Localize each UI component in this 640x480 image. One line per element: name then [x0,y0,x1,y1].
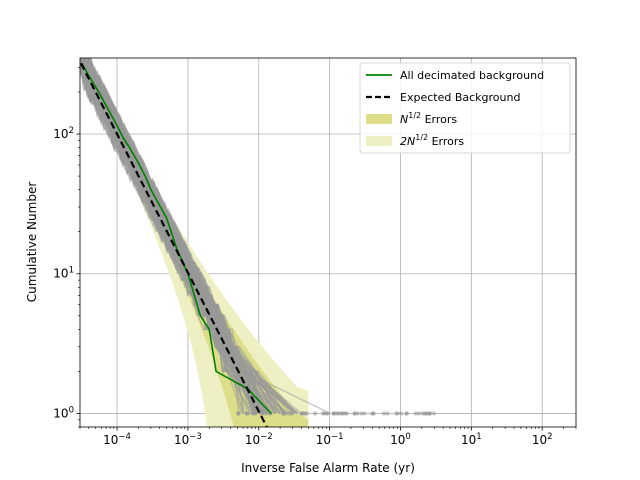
x-tick-label: 10−3 [174,432,202,447]
legend-label: All decimated background [400,69,544,82]
x-tick-label: 102 [532,432,553,447]
trial-endpoint [304,411,309,416]
trial-endpoint [325,411,330,416]
trial-endpoint [371,411,376,416]
trial-endpoint [416,411,421,416]
decimated-background-line [81,63,272,415]
legend-label: 2N1/2 Errors [400,133,464,148]
y-tick-label: 101 [53,266,74,281]
expected-background-line [80,62,268,427]
y-axis-label: Cumulative Number [25,182,39,303]
trial-endpoint [394,411,399,416]
trial-endpoint [385,411,390,416]
trial-line [83,58,259,414]
x-tick-label: 100 [390,432,411,447]
trial-endpoint [341,411,346,416]
legend-swatch-patch [366,136,392,146]
legend-label: N1/2 Errors [400,111,457,126]
plot-frame [79,57,577,428]
x-axis-label: Inverse False Alarm Rate (yr) [241,461,415,475]
trial-endpoint [362,411,367,416]
x-tick-label: 101 [461,432,482,447]
trial-endpoint [352,411,357,416]
trial-endpoint [321,411,326,416]
trial-endpoint [281,411,286,416]
trial-endpoint [428,411,433,416]
x-tick-label: 10−4 [103,432,131,447]
x-tick-label: 10−1 [316,432,344,447]
error-bands [80,58,309,427]
trial-endpoint [331,411,336,416]
y-tick-label: 100 [53,405,74,420]
legend: All decimated background Expected Backgro… [359,62,571,154]
legend-swatch-patch [366,114,392,124]
band-2sigma [80,58,309,427]
y-ticks: 100 101 102 [53,67,80,428]
trial-endpoint [261,411,266,416]
legend-label: Expected Background [400,91,520,104]
x-ticks: 10−4 10−3 10−2 10−1 100 101 102 [79,427,577,447]
trial-endpoint [335,411,340,416]
trial-endpoint [359,411,364,416]
trial-endpoint [413,411,418,416]
trial-endpoint [236,411,241,416]
series-lines [80,62,272,427]
trial-endpoint [424,411,429,416]
trial-endpoint [404,411,409,416]
x-tick-label: 10−2 [245,432,273,447]
y-tick-label: 102 [53,126,74,141]
trial-endpoint [299,411,304,416]
trial-line [80,58,282,414]
trial-endpoint [382,411,387,416]
trial-endpoint [245,411,250,416]
trial-endpoint [251,411,256,416]
trial-endpoint [313,411,318,416]
trial-endpoint [286,411,291,416]
trial-endpoint [431,411,436,416]
trial-endpoint [398,411,403,416]
trial-endpoint [344,411,349,416]
legend-box [359,62,571,154]
